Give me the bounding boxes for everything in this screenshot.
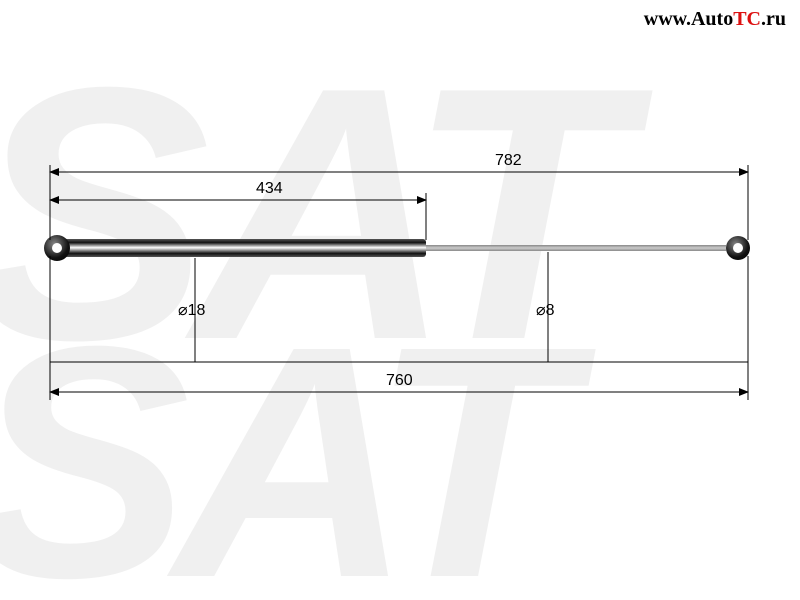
dim-overall-length: 782 bbox=[495, 152, 522, 170]
dim-body-diameter: ⌀18 bbox=[178, 300, 205, 320]
dim-eye-to-eye: 760 bbox=[386, 372, 413, 390]
dim-rod-diameter: ⌀8 bbox=[536, 300, 555, 320]
diagram-canvas: SAT SAT www.AutoTC.ru bbox=[0, 0, 800, 600]
dimension-lines bbox=[0, 0, 800, 600]
dim-body-length: 434 bbox=[256, 180, 283, 198]
